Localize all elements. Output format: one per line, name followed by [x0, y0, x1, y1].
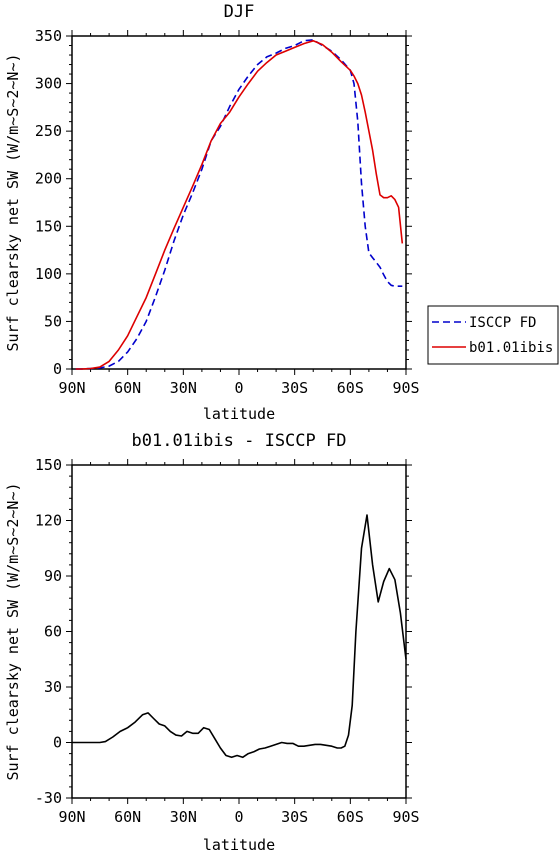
chart2-y-tick-label: 30: [44, 678, 62, 696]
chart1-legend-box: [427, 305, 559, 365]
chart1-plot-frame: [71, 35, 407, 370]
chart1-y-axis-label: Surf clearsky net SW (W/m~S~2~N~): [4, 53, 22, 351]
chart2-y-tick-label: 150: [35, 456, 62, 474]
chart1-y-tick-label: 350: [35, 27, 62, 45]
chart1-legend-label-isccp-fd: ISCCP FD: [469, 315, 536, 331]
chart2-series-difference-line: [72, 514, 407, 759]
chart1-y-tick-label: 50: [44, 312, 62, 330]
chart2-x-axis-label: latitude: [203, 836, 275, 851]
chart1-x-tick-label: 60S: [337, 379, 364, 397]
chart2: 90N 60N 30N 0 30S 60S 90S -30 0 30 60 90 120 150 b01.0…: [4, 431, 420, 851]
chart1-series-isccp-fd-line: [75, 38, 403, 370]
chart1-legend-label-b01-01ibis: b01.01ibis: [469, 340, 553, 356]
chart2-y-tick-label: 120: [35, 512, 62, 530]
chart2-y-tick-label: 0: [53, 734, 62, 752]
chart2-x-tick-label: 60N: [114, 808, 141, 826]
chart1-x-tick-label: 30S: [281, 379, 308, 397]
chart2-x-tick-label: 60S: [337, 808, 364, 826]
chart1-y-tick-label: 250: [35, 122, 62, 140]
chart2-x-tick-label: 0: [234, 808, 243, 826]
chart1-x-tick-label: 0: [234, 379, 243, 397]
chart1-x-axis-label: latitude: [203, 405, 275, 423]
chart1-title: DJF: [224, 2, 255, 22]
chart2-y-tick-label: -30: [35, 789, 62, 807]
chart1-x-tick-label: 90N: [58, 379, 85, 397]
chart2-x-tick-label: 90S: [392, 808, 419, 826]
chart2-x-tick-label: 90N: [58, 808, 85, 826]
chart2-x-tick-label: 30N: [170, 808, 197, 826]
chart1-x-tick-label: 60N: [114, 379, 141, 397]
chart1-y-tick-label: 300: [35, 75, 62, 93]
chart1-series-b01-01ibis-line: [75, 39, 404, 370]
chart1-y-tick-label: 150: [35, 217, 62, 235]
chart2-y-tick-label: 90: [44, 567, 62, 585]
chart2-title: b01.01ibis - ISCCP FD: [132, 431, 347, 451]
chart1-legend: ISCCP FD b01.01ibis: [427, 305, 559, 365]
chart2-y-tick-label: 60: [44, 623, 62, 641]
chart1-y-tick-label: 0: [53, 360, 62, 378]
chart1-y-tick-label: 200: [35, 170, 62, 188]
chart1-x-tick-label: 30N: [170, 379, 197, 397]
chart1-x-tick-label: 90S: [392, 379, 419, 397]
chart2-x-tick-label: 30S: [281, 808, 308, 826]
chart2-y-axis-label: Surf clearsky net SW (W/m~S~2~N~): [4, 482, 22, 780]
chart1: 90N 60N 30N 0 30S 60S 90S 0 50 100 150 200 250 300 350…: [4, 2, 559, 423]
chart1-y-tick-label: 100: [35, 265, 62, 283]
